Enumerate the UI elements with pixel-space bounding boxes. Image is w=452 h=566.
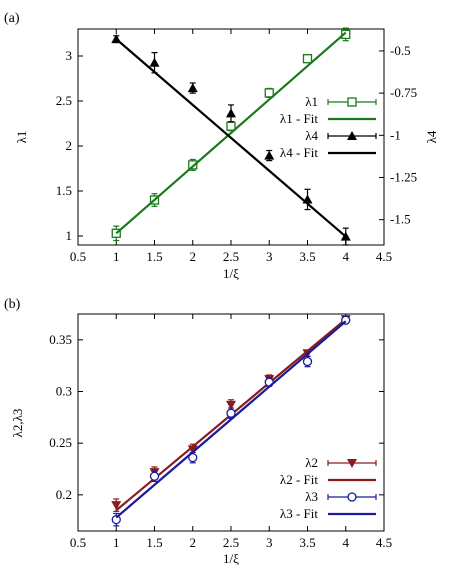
series-3 bbox=[115, 320, 347, 519]
legend-label: λ2 - Fit bbox=[280, 472, 318, 487]
series-3 bbox=[115, 38, 347, 238]
data-point bbox=[302, 356, 313, 367]
x-tick-label: 1.5 bbox=[146, 249, 162, 264]
fit-line bbox=[115, 320, 347, 519]
legend-label: λ2 bbox=[305, 455, 318, 470]
legend: λ2 λ2 - Fit λ3 λ3 - Fit bbox=[280, 455, 377, 521]
data-point bbox=[187, 83, 198, 93]
data-point bbox=[149, 57, 160, 67]
x-tick-label: 1.5 bbox=[146, 535, 162, 550]
legend-label: λ3 bbox=[305, 489, 318, 504]
data-point bbox=[264, 88, 274, 98]
x-tick-label: 1 bbox=[113, 249, 120, 264]
legend-label: λ4 - Fit bbox=[280, 145, 318, 160]
x-axis-label: 1/ξ bbox=[223, 551, 239, 566]
legend-label: λ1 - Fit bbox=[280, 111, 318, 126]
y-tick-label: 1 bbox=[66, 228, 73, 243]
y-tick-label: 0.35 bbox=[49, 332, 72, 347]
data-point bbox=[226, 400, 236, 410]
y-tick-label: 0.2 bbox=[56, 487, 72, 502]
y-tick-label: 2.5 bbox=[56, 93, 72, 108]
x-tick-label: 0.5 bbox=[70, 249, 86, 264]
x-tick-label: 3.5 bbox=[299, 535, 315, 550]
data-point bbox=[111, 501, 122, 511]
y-tick-label: 0.25 bbox=[49, 435, 72, 450]
data-point bbox=[188, 160, 198, 170]
series-1 bbox=[115, 31, 347, 235]
y-tick-label: 1.5 bbox=[56, 183, 72, 198]
data-point bbox=[149, 471, 160, 481]
y-axis-label: λ2,λ3 bbox=[10, 409, 25, 438]
x-tick-label: 2 bbox=[190, 535, 197, 550]
x-axis-label: 1/ξ bbox=[223, 266, 239, 281]
y2-tick-label: -1.25 bbox=[390, 170, 417, 185]
y-tick-label: 2 bbox=[66, 138, 73, 153]
y-tick-label: 0.3 bbox=[56, 384, 72, 399]
data-point bbox=[226, 408, 236, 418]
data-point bbox=[226, 121, 236, 131]
y2-tick-label: -1 bbox=[390, 127, 401, 142]
y-tick-label: 3 bbox=[66, 48, 73, 63]
y2-tick-label: -1.5 bbox=[390, 212, 411, 227]
panel-label: (b) bbox=[4, 297, 21, 312]
y-axis-label: λ1 bbox=[14, 131, 29, 144]
legend: λ1 λ1 - Fit λ4 λ4 - Fit bbox=[280, 94, 377, 160]
legend-marker bbox=[347, 97, 357, 107]
data-point bbox=[226, 108, 236, 118]
legend-marker bbox=[347, 459, 357, 468]
x-tick-label: 4 bbox=[343, 249, 350, 264]
data-point bbox=[264, 150, 275, 160]
panel-a: (a) 0.5 1 1.5 2 2.5 3 3.5 4 4.5 1 1.5 2 2.5 3 -0.5 -0.75… bbox=[4, 11, 439, 281]
fit-line bbox=[115, 38, 347, 238]
x-tick-label: 0.5 bbox=[70, 535, 86, 550]
data-point bbox=[188, 452, 198, 463]
x-tick-label: 3 bbox=[266, 249, 273, 264]
fit-line bbox=[115, 31, 347, 235]
x-tick-label: 3 bbox=[266, 535, 273, 550]
panel-label: (a) bbox=[4, 11, 20, 26]
data-point bbox=[341, 29, 351, 40]
x-tick-label: 2.5 bbox=[223, 249, 239, 264]
panel-b: (b) 0.5 1 1.5 2 2.5 3 3.5 4 4.5 0.2 0.25 0.3 0.35 1/ξ λ… bbox=[4, 297, 392, 566]
legend-label: λ3 - Fit bbox=[280, 506, 318, 521]
legend-label: λ4 bbox=[305, 128, 318, 143]
legend-marker bbox=[347, 131, 357, 140]
data-point bbox=[302, 54, 313, 64]
x-tick-label: 4.5 bbox=[376, 535, 392, 550]
series-2 bbox=[111, 315, 351, 527]
y2-tick-label: -0.75 bbox=[390, 85, 417, 100]
x-tick-label: 4 bbox=[343, 535, 350, 550]
legend-marker bbox=[347, 492, 357, 502]
legend-label: λ1 bbox=[305, 94, 318, 109]
x-tick-label: 2 bbox=[190, 249, 197, 264]
y2-axis-label: λ4 bbox=[424, 130, 439, 143]
plot-frame bbox=[77, 313, 385, 532]
data-point bbox=[111, 514, 121, 525]
x-tick-label: 2.5 bbox=[223, 535, 239, 550]
x-tick-label: 1 bbox=[113, 535, 120, 550]
x-tick-label: 4.5 bbox=[376, 249, 392, 264]
x-tick-label: 3.5 bbox=[299, 249, 315, 264]
y2-tick-label: -0.5 bbox=[390, 43, 411, 58]
